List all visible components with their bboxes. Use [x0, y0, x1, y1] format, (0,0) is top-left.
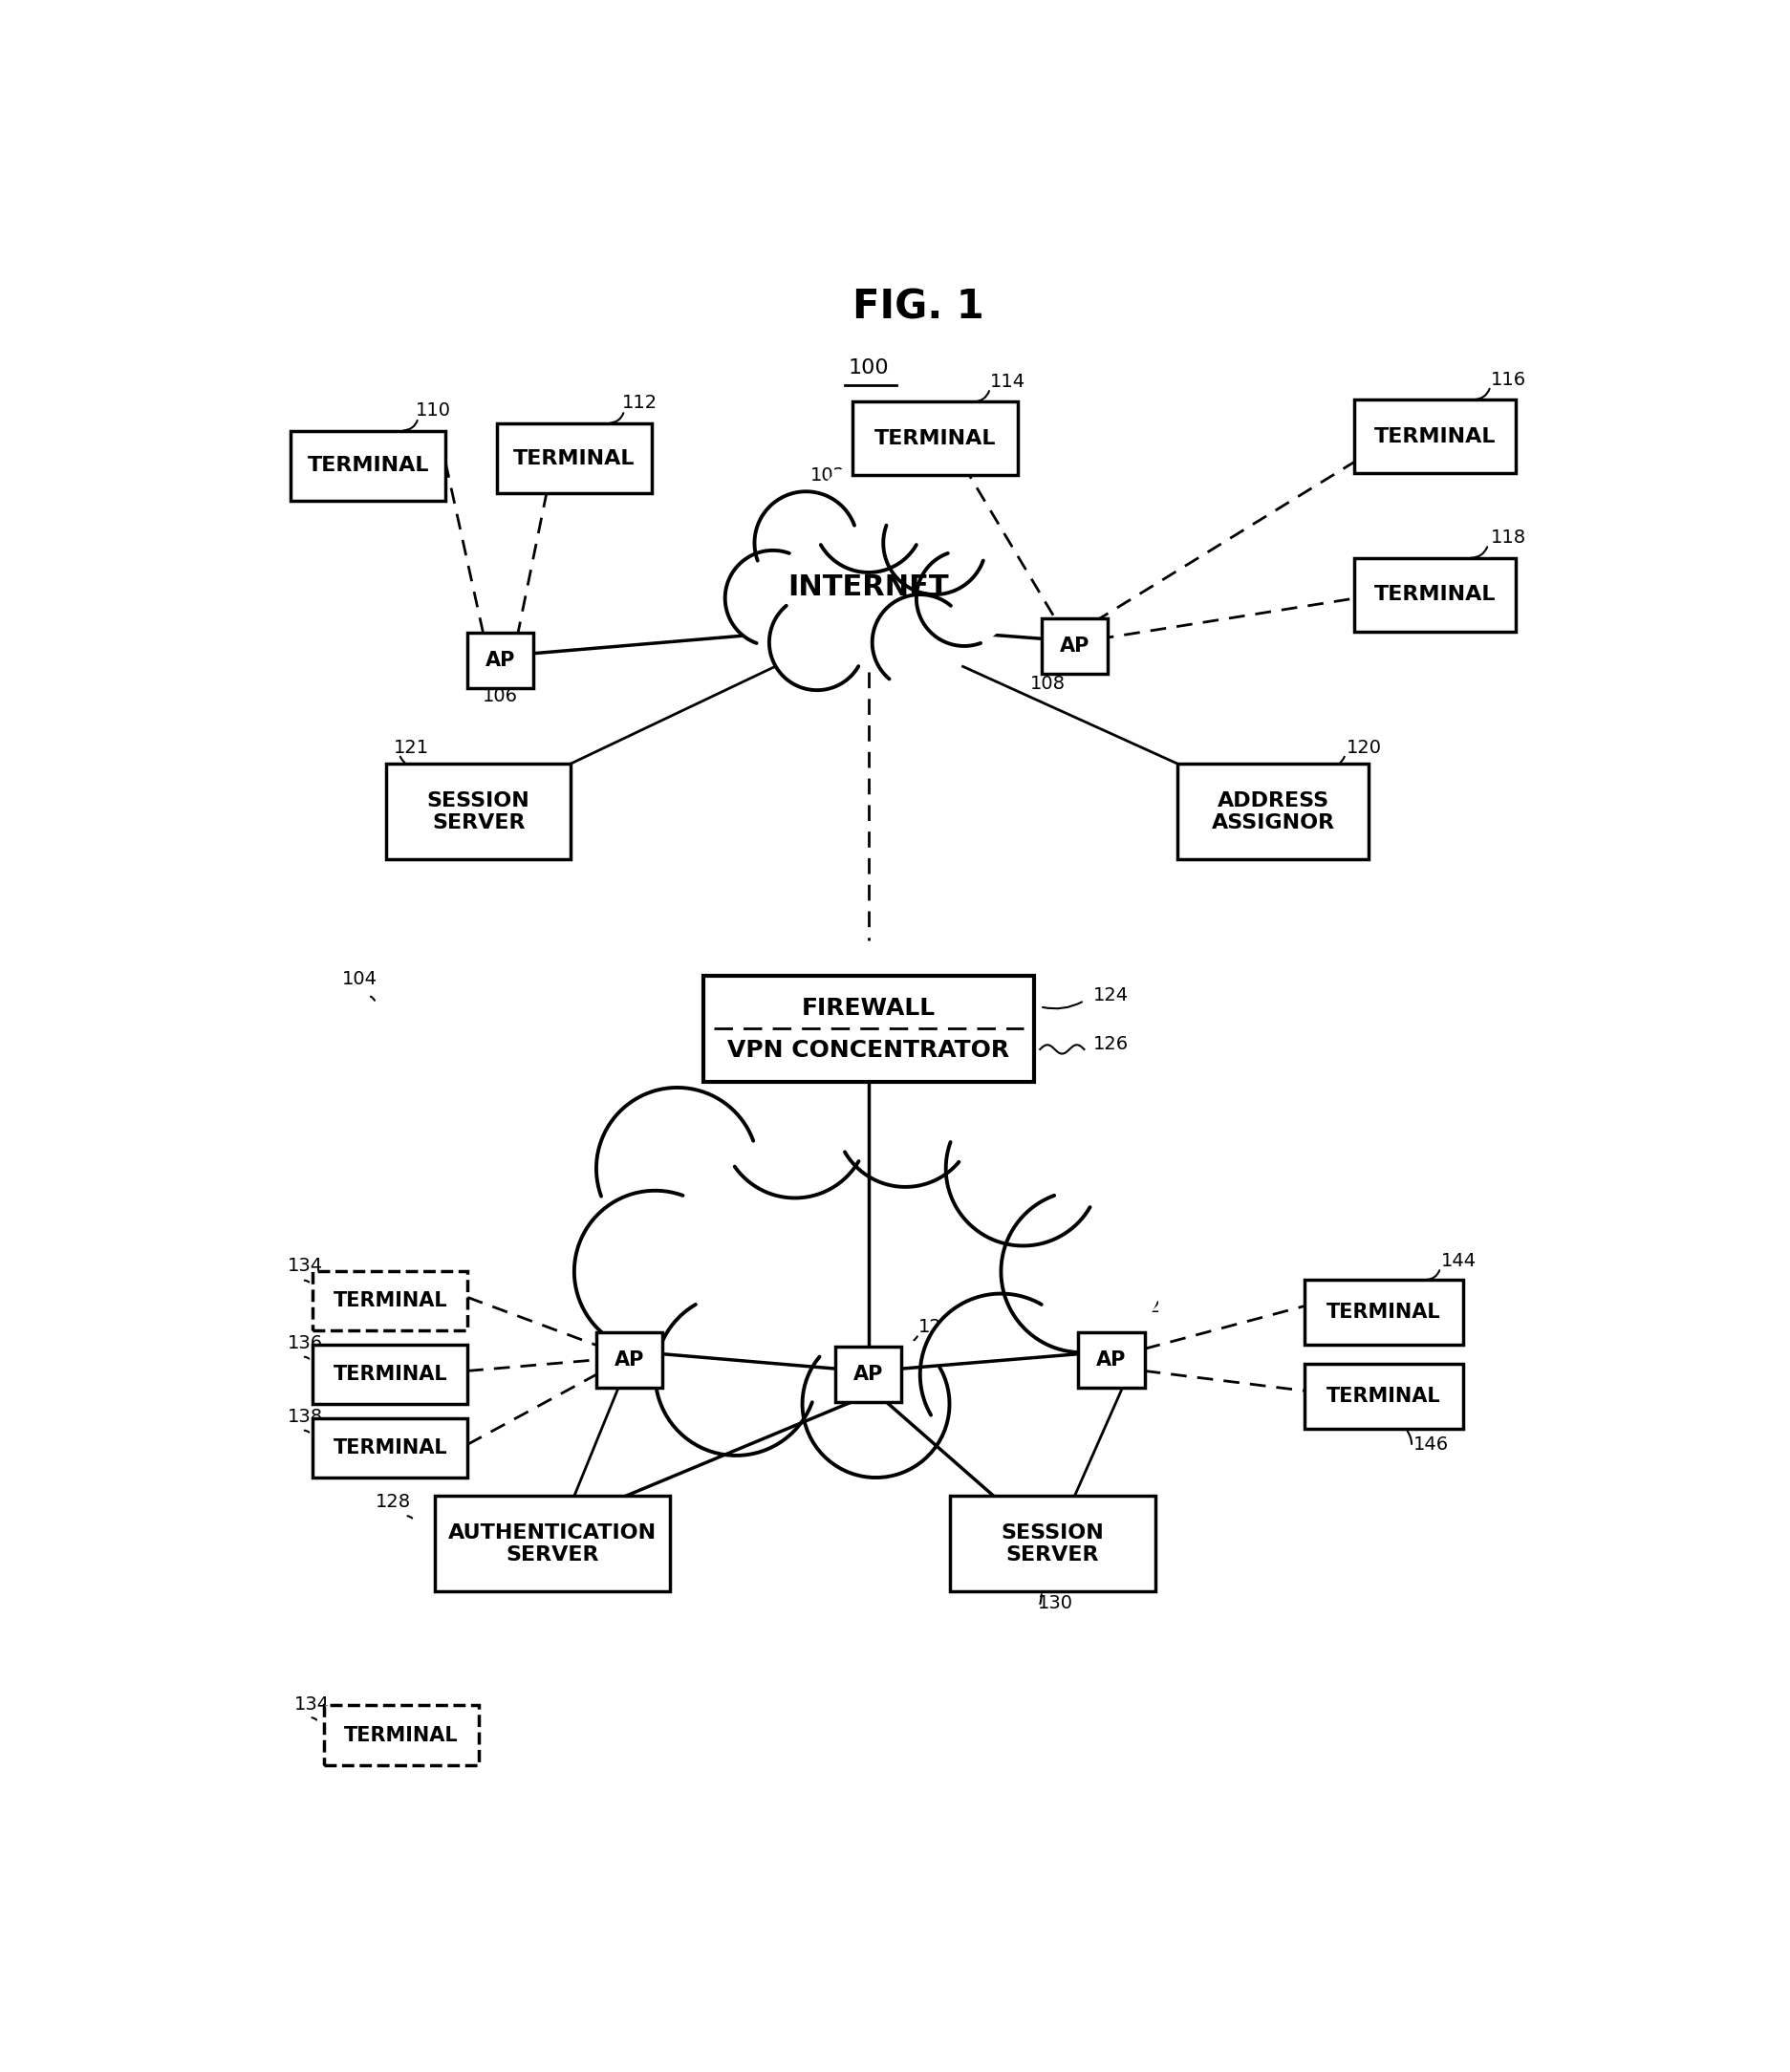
Text: INTERNET: INTERNET	[788, 574, 949, 601]
Bar	[313, 1419, 467, 1477]
Bar	[324, 1705, 478, 1765]
Bar	[313, 1272, 467, 1330]
Text: 128: 128	[376, 1492, 410, 1510]
Text: VPN CONCENTRATOR: VPN CONCENTRATOR	[727, 1040, 1010, 1063]
Text: TERMINAL: TERMINAL	[1373, 427, 1495, 445]
Circle shape	[575, 1191, 736, 1353]
Text: AUTHENTICATION
SERVER: AUTHENTICATION SERVER	[448, 1523, 655, 1564]
Circle shape	[813, 462, 924, 572]
Text: TERMINAL: TERMINAL	[333, 1438, 448, 1459]
Bar	[703, 976, 1033, 1082]
Text: AP: AP	[614, 1351, 644, 1370]
Bar	[1078, 1332, 1144, 1388]
Text: 130: 130	[1036, 1593, 1072, 1612]
Text: 112: 112	[621, 394, 657, 412]
Bar	[387, 765, 571, 860]
Text: TERMINAL: TERMINAL	[874, 429, 995, 448]
Circle shape	[802, 1330, 949, 1477]
Text: 116: 116	[1489, 371, 1525, 390]
Text: SESSION
SERVER: SESSION SERVER	[426, 792, 530, 833]
Circle shape	[725, 551, 820, 646]
Circle shape	[596, 1088, 757, 1249]
Text: TERMINAL: TERMINAL	[333, 1365, 448, 1384]
Circle shape	[655, 1293, 816, 1455]
Text: AP: AP	[1060, 636, 1088, 655]
Text: 134: 134	[294, 1695, 329, 1714]
Text: TERMINAL: TERMINAL	[1326, 1386, 1441, 1407]
Text: 142: 142	[1126, 1297, 1162, 1316]
Text: 132: 132	[644, 1297, 678, 1316]
Bar	[852, 402, 1017, 474]
Bar	[949, 1496, 1155, 1591]
Text: TERMINAL: TERMINAL	[1326, 1303, 1441, 1322]
Bar	[1178, 765, 1368, 860]
Circle shape	[882, 491, 986, 595]
Bar	[1042, 617, 1108, 673]
Bar	[1353, 400, 1516, 472]
Circle shape	[1001, 1191, 1162, 1353]
Bar	[313, 1345, 467, 1405]
Bar	[834, 1347, 900, 1403]
Text: 110: 110	[415, 402, 451, 419]
Bar	[1353, 557, 1516, 632]
Text: TERMINAL: TERMINAL	[308, 456, 430, 474]
Text: 106: 106	[482, 688, 517, 704]
Text: 114: 114	[990, 373, 1026, 392]
Text: AP: AP	[1095, 1351, 1126, 1370]
Text: 120: 120	[1346, 738, 1382, 756]
Text: AP: AP	[854, 1365, 882, 1384]
Text: AP: AP	[485, 651, 516, 671]
Text: FIG. 1: FIG. 1	[852, 288, 983, 327]
Text: 134: 134	[286, 1258, 322, 1276]
Circle shape	[721, 1051, 868, 1198]
Text: 136: 136	[286, 1334, 322, 1353]
Text: FIREWALL: FIREWALL	[802, 997, 934, 1019]
Text: ADDRESS
ASSIGNOR: ADDRESS ASSIGNOR	[1212, 792, 1334, 833]
Text: TERMINAL: TERMINAL	[333, 1291, 448, 1312]
Circle shape	[754, 491, 857, 595]
Circle shape	[834, 1046, 976, 1187]
Text: 144: 144	[1441, 1251, 1475, 1270]
Bar	[496, 423, 652, 493]
Text: TERMINAL: TERMINAL	[1373, 584, 1495, 605]
Text: 126: 126	[1092, 1036, 1128, 1053]
Text: 122: 122	[918, 1318, 954, 1336]
Text: 104: 104	[342, 970, 378, 988]
Bar	[596, 1332, 662, 1388]
Text: SESSION
SERVER: SESSION SERVER	[1001, 1523, 1103, 1564]
Bar	[1303, 1363, 1462, 1430]
Bar	[467, 634, 533, 688]
Text: TERMINAL: TERMINAL	[344, 1726, 458, 1745]
Text: 108: 108	[1029, 673, 1065, 692]
Circle shape	[872, 595, 967, 690]
Text: 100: 100	[848, 358, 888, 377]
Bar	[435, 1496, 669, 1591]
Text: 121: 121	[394, 738, 430, 756]
Text: 124: 124	[1092, 986, 1128, 1005]
Circle shape	[916, 551, 1011, 646]
Text: 102: 102	[809, 466, 845, 485]
Bar	[1303, 1280, 1462, 1345]
Circle shape	[945, 1092, 1099, 1245]
Bar	[290, 431, 446, 501]
Text: 146: 146	[1412, 1436, 1448, 1452]
Circle shape	[770, 595, 865, 690]
Circle shape	[920, 1293, 1081, 1455]
Text: 138: 138	[286, 1409, 322, 1426]
Text: TERMINAL: TERMINAL	[514, 450, 635, 468]
Text: 118: 118	[1489, 528, 1525, 547]
